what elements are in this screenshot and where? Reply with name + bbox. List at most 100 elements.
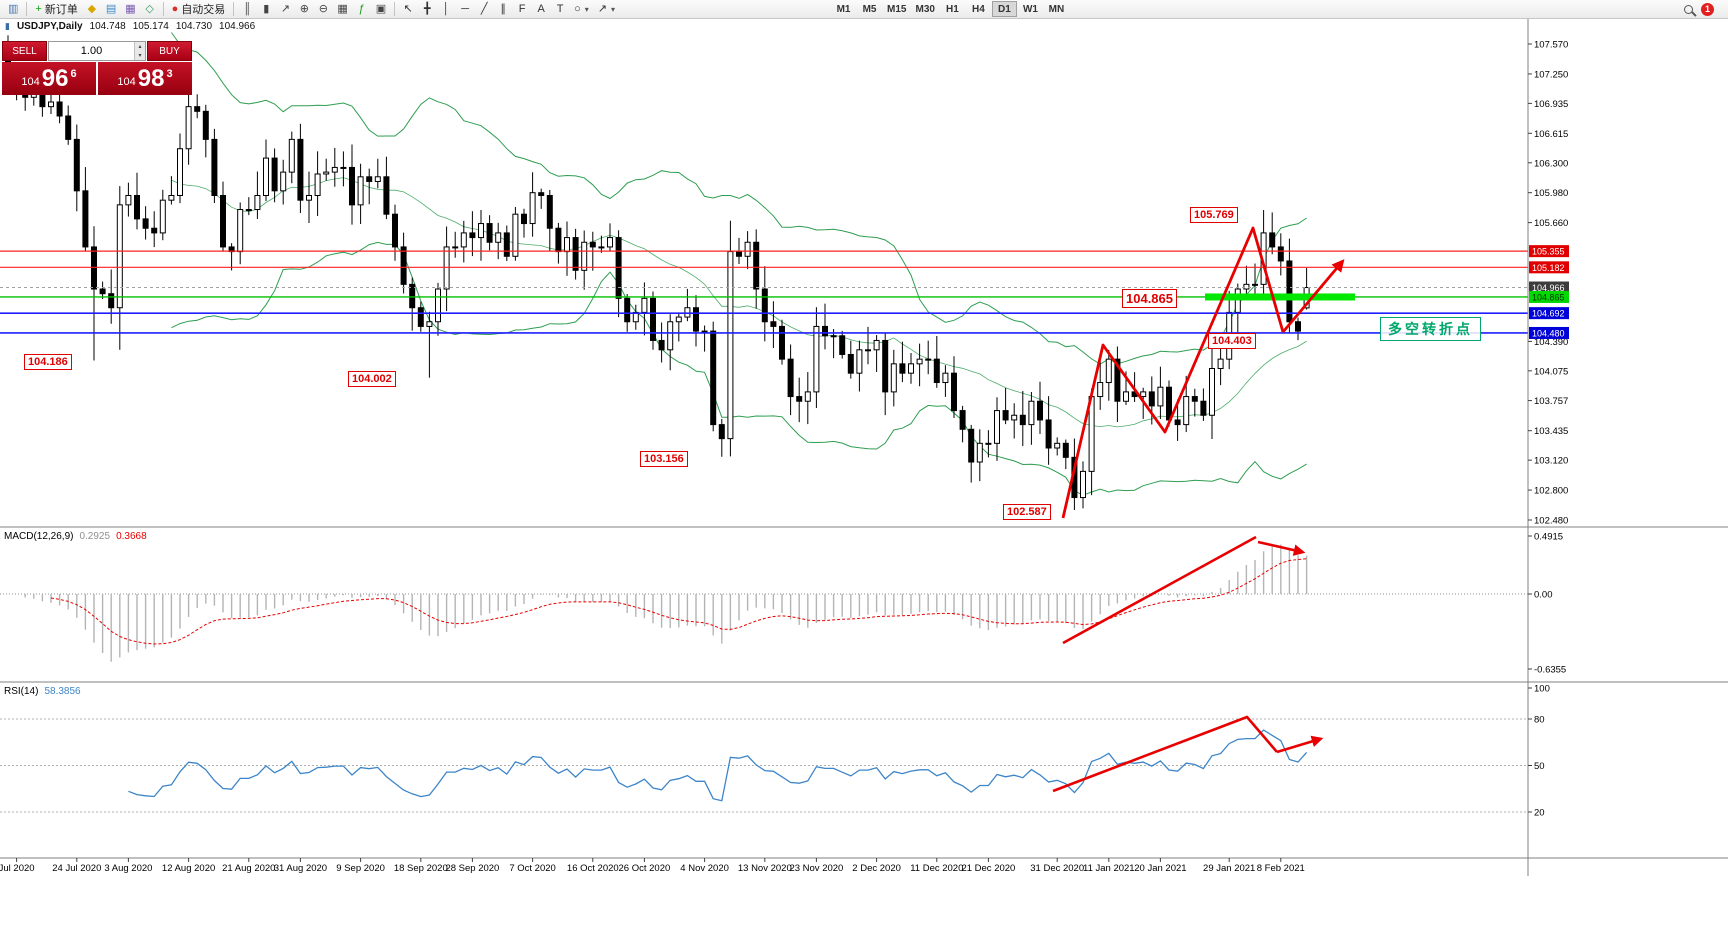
- arrows-button[interactable]: ↗ ▾: [594, 1, 619, 17]
- timeframe-m30-button[interactable]: M30: [911, 1, 938, 17]
- timeframe-m5-button[interactable]: M5: [857, 1, 882, 17]
- svg-text:16 Oct 2020: 16 Oct 2020: [567, 863, 619, 874]
- axis-price-tag-104.480: [1529, 326, 1569, 339]
- channel-button[interactable]: ∥: [494, 1, 512, 17]
- horizontal-line-button[interactable]: ─: [456, 1, 474, 17]
- volume-down-button[interactable]: ▾: [135, 51, 145, 60]
- svg-text:105.355: 105.355: [1532, 247, 1565, 257]
- timeframe-h1-button[interactable]: H1: [940, 1, 965, 17]
- line-chart-button[interactable]: ↗: [276, 1, 294, 17]
- zoom-out-icon: ⊖: [318, 2, 328, 15]
- drawn-arrow-main[interactable]: [1281, 259, 1345, 333]
- metaeditor-button[interactable]: ◆: [83, 1, 101, 17]
- new-order-label: 新订单: [44, 4, 78, 16]
- chart-tab-icon: ▮: [5, 21, 10, 31]
- time-axis: Jul 2020 24 Jul 2020 3 Aug 2020 12 Aug 2020…: [0, 858, 1305, 874]
- svg-text:50: 50: [1534, 761, 1545, 772]
- turning-point-note[interactable]: 多空转折点: [1380, 317, 1481, 341]
- data-window-button[interactable]: ▦: [121, 1, 139, 17]
- charts-window-button[interactable]: ▥: [4, 1, 22, 17]
- shapes-icon: ○: [574, 2, 581, 15]
- timeframe-d1-button[interactable]: D1: [991, 1, 1017, 17]
- timeframe-m1-button[interactable]: M1: [831, 1, 856, 17]
- svg-text:106.615: 106.615: [1534, 129, 1568, 140]
- vertical-line-button[interactable]: │: [437, 1, 455, 17]
- svg-text:103.120: 103.120: [1534, 456, 1568, 467]
- price-label-105.769[interactable]: 105.769: [1190, 207, 1238, 223]
- bar-chart-button[interactable]: ║: [238, 1, 256, 17]
- data-window-icon: ▦: [125, 2, 136, 15]
- bar-chart-icon: ║: [243, 2, 252, 15]
- svg-text:12 Aug 2020: 12 Aug 2020: [162, 863, 215, 874]
- svg-text:-0.6355: -0.6355: [1534, 664, 1566, 675]
- navigator-button[interactable]: ◇: [141, 1, 159, 17]
- drawn-arrow-rsi[interactable]: [1276, 735, 1324, 754]
- svg-text:21 Dec 2020: 21 Dec 2020: [961, 863, 1015, 874]
- shapes-button[interactable]: ○ ▾: [570, 1, 593, 17]
- toolbar-separator: [26, 2, 28, 16]
- svg-text:11 Jan 2021: 11 Jan 2021: [1083, 863, 1135, 874]
- templates-button[interactable]: ▣: [372, 1, 390, 17]
- sell-price-display[interactable]: 104 96 6: [2, 62, 96, 95]
- drawn-trendline-macd[interactable]: [1062, 535, 1257, 645]
- new-order-button[interactable]: + 新订单: [31, 1, 81, 17]
- svg-text:9 Sep 2020: 9 Sep 2020: [336, 863, 385, 874]
- svg-text:31 Aug 2020: 31 Aug 2020: [274, 863, 327, 874]
- volume-value[interactable]: 1.00: [80, 45, 103, 57]
- price-label-104.002[interactable]: 104.002: [348, 371, 396, 387]
- candlestick-series: [5, 35, 1310, 510]
- metaeditor-icon: ◆: [87, 2, 97, 15]
- search-icon[interactable]: [1684, 4, 1693, 14]
- drawn-trendline-main[interactable]: [1061, 226, 1285, 519]
- drawn-trendline-rsi[interactable]: [1052, 715, 1278, 793]
- support-band-rectangle[interactable]: [1205, 293, 1355, 301]
- label-button[interactable]: T: [551, 1, 569, 17]
- main-chart-panel: [0, 32, 1528, 519]
- price-label-102.587[interactable]: 102.587: [1003, 504, 1051, 520]
- market-watch-button[interactable]: ▤: [102, 1, 120, 17]
- price-label-103.156[interactable]: 103.156: [640, 451, 688, 467]
- axis-price-tag-105.182: [1529, 261, 1569, 274]
- notification-badge[interactable]: 1: [1701, 2, 1714, 16]
- fibonacci-button[interactable]: F: [513, 1, 531, 17]
- svg-text:102.480: 102.480: [1534, 516, 1568, 527]
- bollinger-upper-band[interactable]: [170, 32, 1307, 365]
- zoom-out-button[interactable]: ⊖: [314, 1, 332, 17]
- text-icon: A: [537, 2, 545, 15]
- svg-text:104.865: 104.865: [1532, 292, 1565, 302]
- candlestick-chart-button[interactable]: ▮: [257, 1, 275, 17]
- axis-price-tag-105.355: [1529, 245, 1569, 258]
- buy-price-display[interactable]: 104 98 3: [98, 62, 192, 95]
- cursor-button[interactable]: ↖: [399, 1, 417, 17]
- bollinger-lower-band[interactable]: [171, 241, 1307, 496]
- volume-up-button[interactable]: ▴: [135, 42, 145, 51]
- volume-field[interactable]: 1.00 ▴ ▾: [48, 41, 146, 61]
- svg-text:106.300: 106.300: [1534, 158, 1568, 169]
- trendline-icon: ╱: [480, 2, 488, 15]
- price-label-104.186[interactable]: 104.186: [24, 354, 72, 370]
- channel-icon: ∥: [500, 2, 506, 15]
- drawn-arrow-macd[interactable]: [1257, 540, 1306, 556]
- dropdown-caret-icon: ▾: [611, 4, 616, 14]
- tile-windows-button[interactable]: ▦: [333, 1, 351, 17]
- crosshair-button[interactable]: ╋: [418, 1, 436, 17]
- axis-price-tag-104.966: [1529, 281, 1569, 294]
- sell-button[interactable]: SELL: [2, 41, 47, 61]
- timeframe-m15-button[interactable]: M15: [883, 1, 910, 17]
- timeframe-mn-button[interactable]: MN: [1044, 1, 1069, 17]
- buy-button[interactable]: BUY: [147, 41, 192, 61]
- price-label-104.403[interactable]: 104.403: [1208, 333, 1256, 349]
- autotrading-button[interactable]: ● 自动交易: [168, 1, 230, 17]
- svg-text:104.692: 104.692: [1532, 309, 1565, 319]
- trendline-button[interactable]: ╱: [475, 1, 493, 17]
- symbol-period-label: USDJPY,Daily: [16, 21, 83, 32]
- indicators-button[interactable]: ƒ: [353, 1, 371, 17]
- text-button[interactable]: A: [532, 1, 550, 17]
- timeframe-h4-button[interactable]: H4: [966, 1, 991, 17]
- svg-text:Jul 2020: Jul 2020: [0, 863, 35, 874]
- timeframe-w1-button[interactable]: W1: [1018, 1, 1043, 17]
- price-label-104.865[interactable]: 104.865: [1122, 289, 1177, 308]
- svg-text:104.390: 104.390: [1534, 337, 1568, 348]
- zoom-in-button[interactable]: ⊕: [295, 1, 313, 17]
